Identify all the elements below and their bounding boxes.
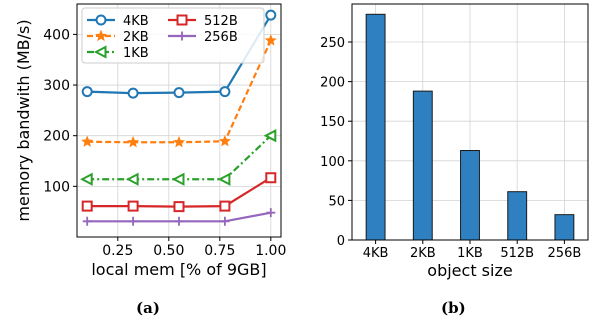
data-point-1KB	[80, 172, 93, 186]
data-point-1KB	[217, 172, 231, 186]
data-point-2KB	[218, 134, 231, 147]
data-point-512B	[265, 172, 277, 184]
bar-4KB	[365, 13, 386, 241]
legend-label: 2KB	[123, 30, 149, 45]
x-tick-label: 0.50	[153, 243, 184, 259]
legend-label: 1KB	[123, 46, 149, 61]
bar-1KB	[460, 150, 480, 241]
legend-label: 512B	[204, 14, 238, 29]
data-point-512B	[219, 200, 231, 212]
bar-256B	[554, 214, 575, 241]
data-point-256B	[128, 216, 138, 226]
data-point-2KB	[81, 135, 94, 147]
y-tick-label: 300	[43, 78, 70, 94]
legend-marker	[95, 14, 107, 26]
x-tick-label: 0.25	[102, 243, 133, 259]
y-tick-label: 250	[320, 36, 345, 51]
legend-item-512B: 512B	[168, 14, 238, 29]
y-tick-label: 200	[320, 76, 345, 91]
legend-label: 4KB	[123, 14, 149, 29]
x-tick-label: 1.00	[255, 243, 286, 259]
data-point-2KB	[172, 135, 186, 148]
line-chart-panel: 0.25 0.50 0.75 1.00 100 200 300 400 local mem [%…	[14, 3, 286, 279]
x-tick-label: 512B	[500, 246, 534, 261]
data-point-512B	[173, 201, 185, 213]
y-axis-label: memory bandwith (MB/s)	[14, 19, 33, 221]
bar-chart-panel: 4KB 2KB 1KB 512B 256B 0 50 100 150 200 250 object s…	[320, 3, 589, 280]
legend-item-2KB: 2KB	[87, 29, 149, 45]
caption-a: (a)	[136, 299, 160, 317]
legend-marker	[176, 14, 188, 26]
x-axis-label: object size	[427, 261, 512, 280]
data-point-256B	[266, 208, 276, 218]
data-point-1KB	[171, 172, 185, 186]
bar-512B	[507, 191, 528, 241]
data-point-4KB	[127, 87, 139, 99]
data-point-2KB	[264, 34, 277, 46]
series-2KB	[81, 34, 277, 148]
series-256B	[82, 208, 276, 226]
data-point-1KB	[125, 172, 139, 186]
y-tick-label: 200	[43, 129, 70, 145]
plot-frame	[76, 3, 282, 238]
data-point-4KB	[265, 9, 277, 21]
data-point-256B	[220, 216, 230, 226]
data-point-4KB	[81, 86, 93, 98]
y-tick-label: 0	[337, 234, 345, 249]
y-tick-label: 100	[43, 179, 70, 195]
bar-2KB	[412, 90, 433, 241]
y-tick-label: 400	[43, 27, 70, 43]
legend-marker	[93, 45, 107, 59]
y-tick-label: 150	[320, 115, 345, 130]
x-tick-label: 2KB	[410, 246, 436, 261]
series-1KB	[80, 129, 277, 186]
data-point-2KB	[127, 135, 140, 148]
x-axis-label: local mem [% of 9GB]	[91, 260, 266, 279]
series-512B	[81, 172, 277, 213]
legend-item-4KB: 4KB	[87, 14, 149, 29]
y-tick-label: 100	[320, 155, 345, 170]
legend-marker	[177, 31, 187, 41]
data-point-4KB	[219, 86, 231, 98]
legend-item-1KB: 1KB	[87, 45, 149, 61]
legend-item-256B: 256B	[168, 30, 238, 45]
data-point-512B	[81, 200, 93, 212]
x-tick-label: 4KB	[363, 246, 389, 261]
legend-marker	[94, 29, 108, 42]
data-point-256B	[174, 216, 184, 226]
data-point-512B	[127, 200, 139, 212]
caption-b: (b)	[441, 299, 466, 317]
data-point-256B	[82, 216, 92, 226]
legend-label: 256B	[204, 30, 238, 45]
data-point-1KB	[263, 129, 277, 143]
x-tick-label: 0.75	[204, 243, 235, 259]
x-tick-label: 1KB	[457, 246, 483, 261]
x-tick-label: 256B	[548, 246, 582, 261]
y-tick-label: 50	[328, 194, 345, 209]
data-point-4KB	[173, 87, 185, 99]
series-4KB	[81, 9, 277, 99]
